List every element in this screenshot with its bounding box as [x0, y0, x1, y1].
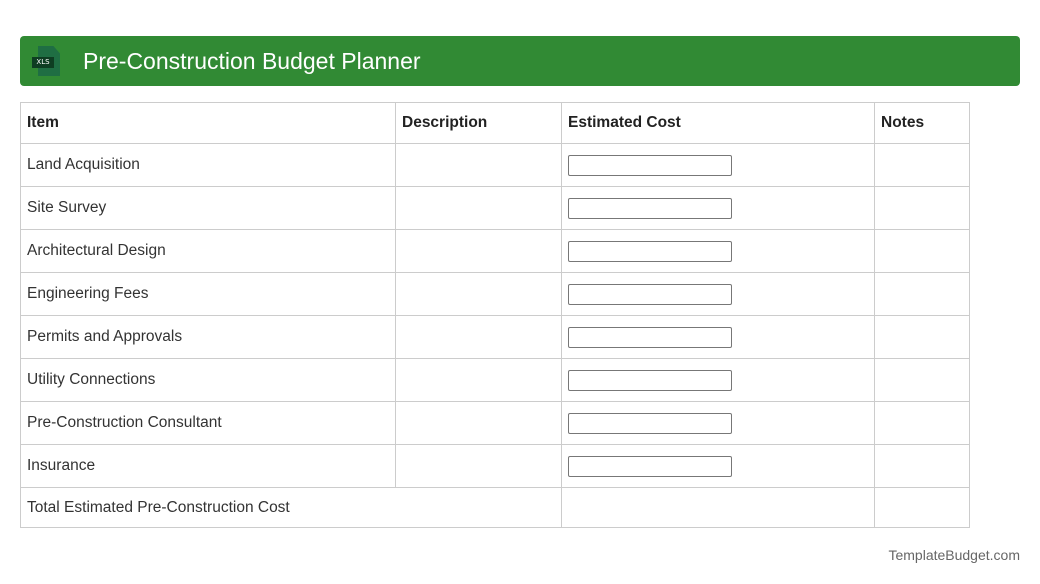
notes-cell[interactable] — [874, 272, 970, 316]
notes-cell[interactable] — [874, 315, 970, 359]
notes-cell[interactable] — [874, 358, 970, 402]
column-header-description: Description — [395, 102, 562, 144]
estimated-cost-cell — [561, 186, 875, 230]
notes-cell[interactable] — [874, 229, 970, 273]
description-cell[interactable] — [395, 444, 562, 488]
estimated-cost-cell — [561, 272, 875, 316]
notes-cell[interactable] — [874, 143, 970, 187]
item-cell: Utility Connections — [20, 358, 396, 402]
footer-brand: TemplateBudget.com — [888, 547, 1020, 563]
total-label: Total Estimated Pre-Construction Cost — [20, 487, 562, 528]
table-row: Engineering Fees — [20, 272, 970, 316]
estimated-cost-input[interactable] — [568, 455, 732, 477]
table-row: Land Acquisition — [20, 143, 970, 187]
item-cell: Insurance — [20, 444, 396, 488]
total-row: Total Estimated Pre-Construction Cost — [20, 487, 970, 528]
estimated-cost-cell — [561, 401, 875, 445]
notes-cell[interactable] — [874, 444, 970, 488]
total-notes-cell — [874, 487, 970, 528]
item-cell: Permits and Approvals — [20, 315, 396, 359]
notes-cell[interactable] — [874, 186, 970, 230]
notes-cell[interactable] — [874, 401, 970, 445]
estimated-cost-cell — [561, 315, 875, 359]
table-row: Site Survey — [20, 186, 970, 230]
estimated-cost-input[interactable] — [568, 412, 732, 434]
estimated-cost-input[interactable] — [568, 154, 732, 176]
description-cell[interactable] — [395, 358, 562, 402]
estimated-cost-input[interactable] — [568, 369, 732, 391]
description-cell[interactable] — [395, 401, 562, 445]
table-row: Permits and Approvals — [20, 315, 970, 359]
estimated-cost-cell — [561, 229, 875, 273]
description-cell[interactable] — [395, 229, 562, 273]
estimated-cost-cell — [561, 143, 875, 187]
description-cell[interactable] — [395, 143, 562, 187]
budget-table: Item Description Estimated Cost Notes La… — [20, 102, 970, 528]
estimated-cost-cell — [561, 444, 875, 488]
item-cell: Land Acquisition — [20, 143, 396, 187]
total-cost-cell — [561, 487, 875, 528]
estimated-cost-input[interactable] — [568, 326, 732, 348]
title-bar: XLS Pre-Construction Budget Planner — [20, 36, 1020, 86]
estimated-cost-input[interactable] — [568, 240, 732, 262]
estimated-cost-input[interactable] — [568, 197, 732, 219]
description-cell[interactable] — [395, 186, 562, 230]
item-cell: Engineering Fees — [20, 272, 396, 316]
table-row: Architectural Design — [20, 229, 970, 273]
table-header-row: Item Description Estimated Cost Notes — [20, 102, 970, 144]
estimated-cost-input[interactable] — [568, 283, 732, 305]
column-header-notes: Notes — [874, 102, 970, 144]
table-row: Utility Connections — [20, 358, 970, 402]
item-cell: Architectural Design — [20, 229, 396, 273]
table-row: Pre-Construction Consultant — [20, 401, 970, 445]
estimated-cost-cell — [561, 358, 875, 402]
description-cell[interactable] — [395, 272, 562, 316]
xls-file-icon: XLS — [32, 46, 66, 76]
column-header-item: Item — [20, 102, 396, 144]
item-cell: Site Survey — [20, 186, 396, 230]
item-cell: Pre-Construction Consultant — [20, 401, 396, 445]
page-title: Pre-Construction Budget Planner — [83, 47, 421, 74]
table-row: Insurance — [20, 444, 970, 488]
column-header-estimated-cost: Estimated Cost — [561, 102, 875, 144]
description-cell[interactable] — [395, 315, 562, 359]
